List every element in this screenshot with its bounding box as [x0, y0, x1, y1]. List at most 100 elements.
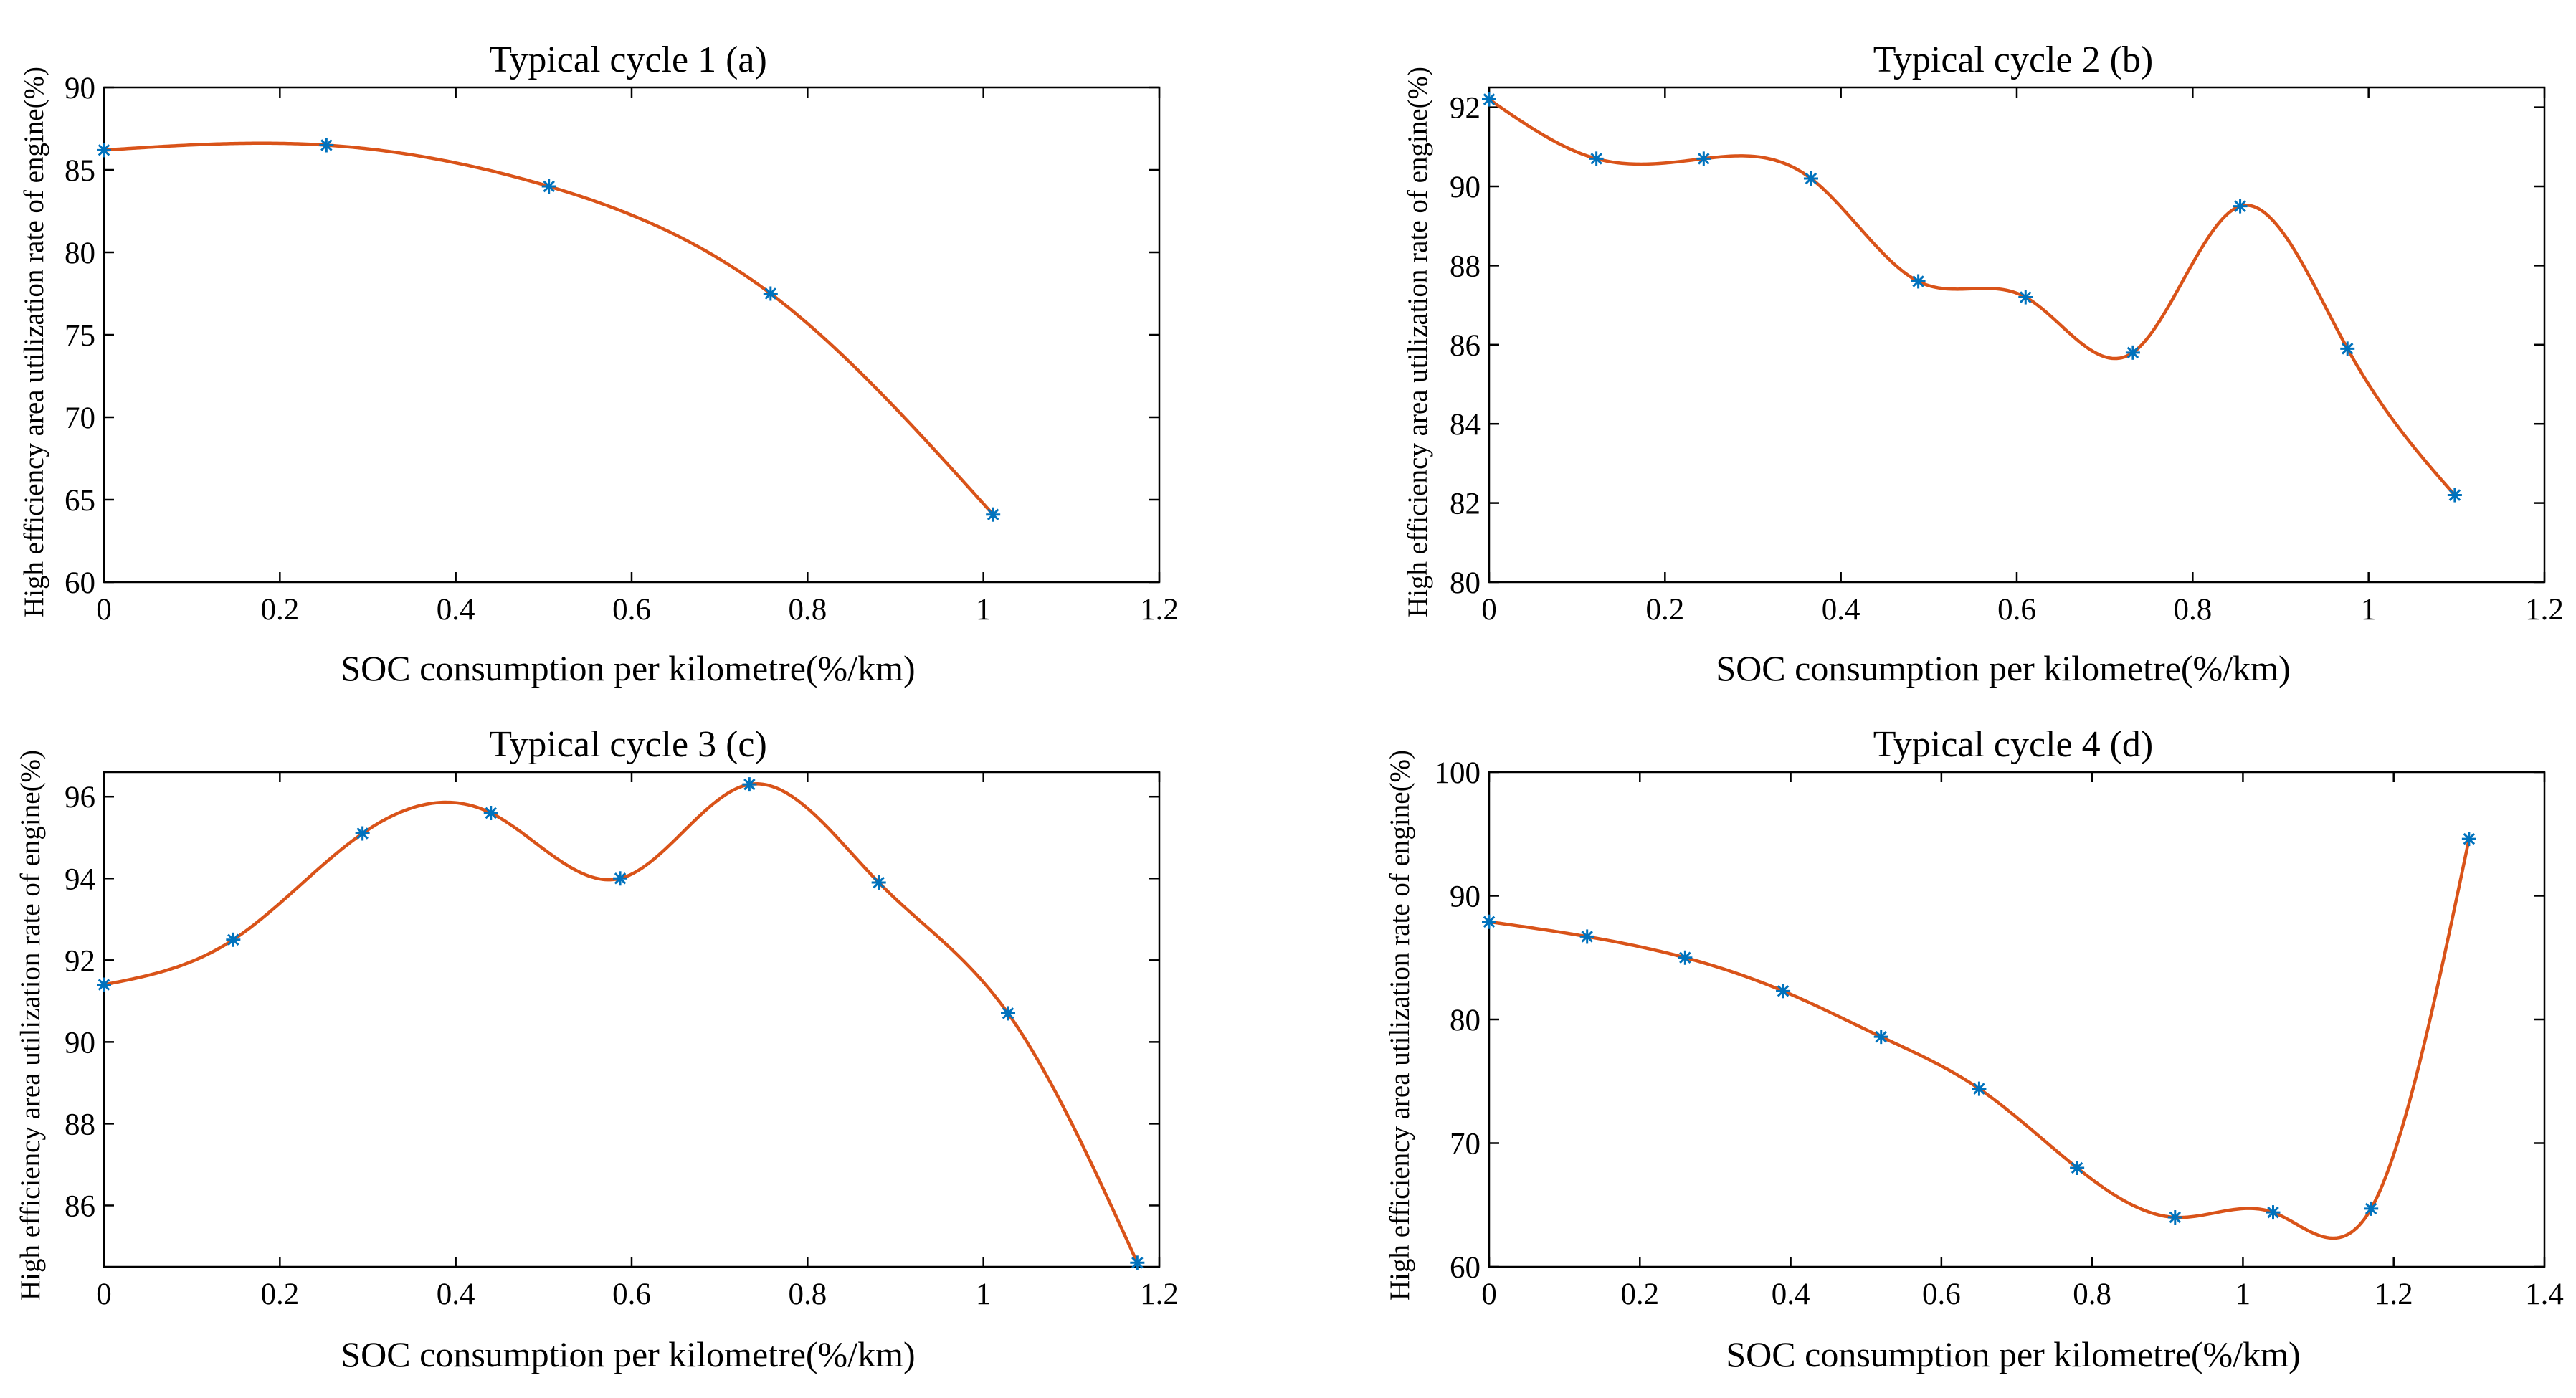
subplot-a-x-tick-label: 0.6: [612, 593, 651, 627]
subplot-a-x-tick-label: 1.2: [1140, 593, 1179, 627]
subplot-c-x-tick-label: 1.2: [1140, 1278, 1179, 1311]
subplot-c-data-point: [97, 977, 111, 992]
subplot-a-data-point: [541, 179, 556, 194]
subplot-d: Typical cycle 4 (d) SOC consumption per …: [1384, 724, 2564, 1374]
subplot-d-x-tick-label: 0.2: [1620, 1278, 1659, 1311]
subplot-b-y-tick-label: 84: [1450, 408, 1481, 442]
subplot-b-data-point: [1589, 151, 1604, 166]
subplot-d-data-point: [2364, 1201, 2379, 1216]
subplot-b-data-point: [1911, 274, 1926, 289]
subplot-b-curve: [1488, 98, 2456, 497]
subplot-c-x-tick-label: 1: [976, 1278, 992, 1311]
subplot-c-x-tick-label: 0.2: [260, 1278, 299, 1311]
subplot-c-data-point: [742, 777, 757, 792]
subplot-a-data-point: [319, 138, 334, 153]
subplot-b-data-point: [2018, 290, 2033, 305]
subplot-d-y-tick-label: 90: [1450, 880, 1481, 914]
subplot-d-y-tick-label: 70: [1450, 1128, 1481, 1161]
subplot-a-data-point: [986, 507, 1001, 522]
subplot-b-data-point: [1482, 92, 1496, 107]
subplot-d-data-point: [1678, 950, 1693, 965]
subplot-b-data-point: [1696, 151, 1711, 166]
subplot-a-y-tick-label: 75: [65, 319, 95, 353]
subplot-c-data-point: [1001, 1006, 1016, 1021]
subplot-b-data-point: [2447, 488, 2462, 503]
subplot-c-data-point: [226, 932, 241, 947]
subplot-d-y-tick-label: 80: [1450, 1004, 1481, 1037]
subplot-b-y-tick-label: 90: [1450, 171, 1481, 204]
subplot-b-x-tick-label: 0.2: [1645, 593, 1684, 627]
subplot-b-y-tick-label: 86: [1450, 329, 1481, 363]
subplot-c-y-tick-label: 86: [65, 1189, 95, 1223]
subplot-d-x-tick-label: 0.6: [1922, 1278, 1961, 1311]
subplot-c-x-tick-label: 0.4: [437, 1278, 475, 1311]
subplot-c-x-axis-label: SOC consumption per kilometre(%/km): [341, 1334, 915, 1374]
subplot-c: Typical cycle 3 (c) SOC consumption per …: [15, 724, 1179, 1374]
subplot-b-x-tick-label: 1: [2361, 593, 2377, 627]
subplot-c-x-tick-label: 0.6: [612, 1278, 651, 1311]
subplot-a-y-axis-label: High efficiency area utilization rate of…: [19, 67, 49, 617]
subplot-b-x-tick-label: 0.6: [1997, 593, 2036, 627]
subplot-b-x-tick-label: 0.8: [2173, 593, 2212, 627]
subplot-d-x-tick-label: 0.8: [2073, 1278, 2111, 1311]
subplot-d-data-point: [1776, 984, 1791, 999]
subplot-b-x-tick-label: 1.2: [2525, 593, 2564, 627]
subplot-b-x-tick-label: 0.4: [1822, 593, 1860, 627]
subplot-d-x-tick-label: 1.4: [2525, 1278, 2564, 1311]
subplot-c-y-axis-label: High efficiency area utilization rate of…: [15, 750, 46, 1300]
subplot-a-data-point: [97, 143, 111, 158]
subplot-d-data-point: [1972, 1081, 1987, 1096]
subplot-a-x-axis-label: SOC consumption per kilometre(%/km): [341, 648, 915, 688]
subplot-d-x-tick-label: 0: [1481, 1278, 1497, 1311]
subplot-d-data-point: [1482, 914, 1496, 929]
subplot-c-data-point: [613, 871, 628, 886]
subplot-a-y-tick-label: 60: [65, 566, 95, 600]
subplot-c-y-tick-label: 96: [65, 781, 95, 814]
subplot-d-data-point: [2461, 832, 2476, 847]
subplot-c-x-tick-label: 0: [96, 1278, 112, 1311]
subplot-b-data-point: [2233, 199, 2248, 214]
subplot-a-y-tick-label: 85: [65, 154, 95, 188]
subplot-b-data-point: [1803, 171, 1818, 186]
subplot-a-y-tick-label: 70: [65, 401, 95, 435]
subplot-a-x-tick-label: 0.8: [788, 593, 827, 627]
subplot-a-y-tick-label: 90: [65, 72, 95, 105]
subplot-d-title: Typical cycle 4 (d): [1873, 724, 2154, 765]
subplot-a-x-tick-label: 0: [96, 593, 112, 627]
subplot-b-title: Typical cycle 2 (b): [1873, 39, 2154, 80]
subplot-b: Typical cycle 2 (b) SOC consumption per …: [1402, 39, 2564, 688]
subplot-a-title: Typical cycle 1 (a): [489, 39, 767, 80]
subplot-d-y-tick-label: 100: [1435, 756, 1481, 790]
subplot-b-y-tick-label: 82: [1450, 488, 1481, 521]
subplot-c-x-tick-label: 0.8: [788, 1278, 827, 1311]
subplot-d-y-tick-label: 60: [1450, 1251, 1481, 1285]
subplot-b-y-axis-label: High efficiency area utilization rate of…: [1402, 67, 1433, 617]
subplot-a-x-tick-label: 0.4: [437, 593, 475, 627]
subplot-a-y-tick-label: 65: [65, 484, 95, 518]
subplot-d-data-point: [2167, 1210, 2182, 1225]
subplot-c-title: Typical cycle 3 (c): [489, 724, 767, 765]
subplot-d-x-tick-label: 1.2: [2375, 1278, 2413, 1311]
subplot-d-x-tick-label: 0.4: [1772, 1278, 1810, 1311]
subplot-a-x-tick-label: 1: [976, 593, 992, 627]
subplot-c-y-tick-label: 88: [65, 1108, 95, 1141]
subplot-c-y-tick-label: 94: [65, 862, 95, 896]
subplot-a: Typical cycle 1 (a) SOC consumption per …: [19, 39, 1179, 688]
subplot-d-data-point: [2070, 1161, 2085, 1175]
subplot-b-data-point: [2125, 345, 2140, 360]
subplot-c-data-point: [1130, 1255, 1145, 1270]
subplot-a-x-tick-label: 0.2: [260, 593, 299, 627]
subplot-b-data-point: [2340, 341, 2355, 356]
subplot-c-data-point: [871, 875, 886, 890]
subplot-d-data-point: [2266, 1205, 2281, 1220]
subplot-d-data-point: [1579, 929, 1594, 944]
subplot-d-y-axis-label: High efficiency area utilization rate of…: [1384, 750, 1415, 1300]
subplot-b-x-tick-label: 0: [1481, 593, 1497, 627]
subplot-b-y-tick-label: 92: [1450, 92, 1481, 125]
subplot-c-y-tick-label: 92: [65, 944, 95, 978]
subplot-c-y-tick-label: 90: [65, 1026, 95, 1060]
subplot-c-data-point: [483, 806, 498, 821]
subplot-b-y-tick-label: 80: [1450, 566, 1481, 600]
subplot-c-data-point: [355, 826, 370, 841]
